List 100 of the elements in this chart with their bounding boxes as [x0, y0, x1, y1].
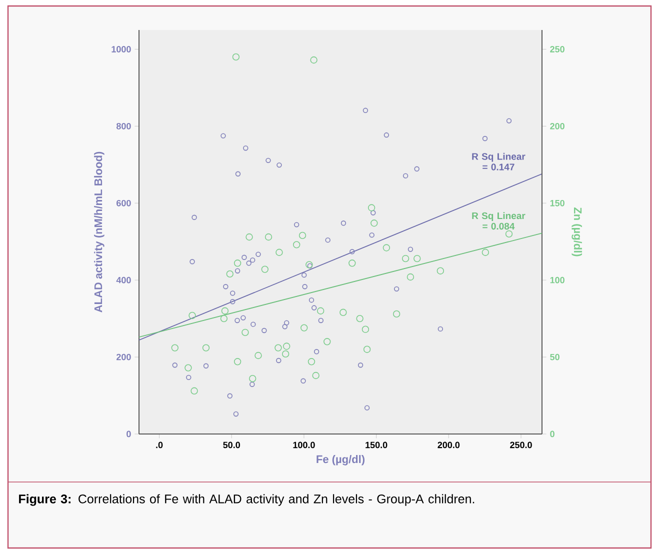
- point: [308, 297, 314, 303]
- point: [370, 210, 376, 216]
- x-tick-label: .0: [156, 442, 163, 448]
- y2-tick-label: 200: [550, 122, 564, 130]
- point: [243, 146, 248, 151]
- point: [506, 118, 512, 124]
- point: [362, 108, 368, 114]
- point: [235, 171, 241, 176]
- point: [364, 405, 370, 410]
- y-tick-label: 400: [116, 276, 131, 284]
- point: [292, 241, 300, 248]
- point: [300, 324, 308, 332]
- point: [234, 318, 240, 324]
- point: [382, 244, 390, 252]
- point: [310, 56, 318, 64]
- point: [312, 372, 320, 380]
- point: [250, 257, 256, 263]
- point: [188, 312, 196, 320]
- y2-axis-title: Zn (µg/dl): [572, 207, 582, 256]
- point: [414, 166, 420, 172]
- point: [250, 322, 256, 327]
- point: [223, 284, 228, 290]
- point: [220, 314, 228, 322]
- point: [294, 222, 300, 228]
- point: [230, 299, 236, 304]
- point: [369, 232, 374, 238]
- point: [284, 320, 290, 326]
- point: [221, 307, 229, 314]
- point: [311, 305, 317, 310]
- annotation: R Sq Linear = 0.084: [472, 212, 526, 230]
- point: [308, 358, 316, 366]
- point: [266, 158, 271, 164]
- point: [392, 310, 400, 318]
- point: [276, 358, 282, 364]
- point: [368, 204, 376, 212]
- point: [234, 268, 240, 274]
- point: [317, 307, 324, 314]
- point: [283, 342, 290, 350]
- point: [250, 382, 255, 387]
- point: [482, 136, 488, 142]
- point: [325, 237, 330, 243]
- point: [438, 326, 444, 332]
- point: [202, 344, 210, 352]
- y-tick-label: 600: [116, 200, 131, 206]
- y2-tick-label: 0: [550, 430, 554, 438]
- point: [340, 308, 347, 316]
- point: [233, 411, 239, 417]
- point: [232, 53, 240, 61]
- point: [402, 173, 408, 178]
- point: [234, 358, 242, 366]
- point: [482, 248, 490, 256]
- point: [242, 254, 247, 260]
- y2-tick-label: 100: [550, 276, 564, 284]
- point: [262, 328, 267, 334]
- point: [203, 363, 209, 368]
- point: [192, 214, 197, 220]
- point: [408, 246, 414, 252]
- x-tick-label: 250.0: [510, 442, 532, 448]
- point: [394, 286, 400, 292]
- point: [282, 350, 290, 358]
- point: [362, 326, 370, 333]
- point: [240, 315, 246, 320]
- point: [186, 374, 192, 380]
- point: [302, 272, 307, 278]
- x-tick-label: 150.0: [366, 442, 388, 448]
- point: [227, 393, 232, 398]
- point: [370, 220, 378, 227]
- text: Figure 3: Correlations of Fe with ALAD activity and Zn levels - Group-A children.: [19, 494, 474, 506]
- point: [340, 220, 346, 226]
- point: [249, 374, 256, 382]
- point: [246, 260, 252, 266]
- point: [363, 346, 371, 353]
- point: [190, 259, 195, 264]
- point: [350, 249, 355, 254]
- y2-tick-label: 250: [550, 46, 564, 52]
- x-tick-label: 200.0: [438, 442, 460, 448]
- point: [505, 230, 513, 238]
- point: [246, 233, 253, 241]
- point: [254, 352, 262, 360]
- annotation: R Sq Linear = 0.147: [472, 152, 526, 170]
- x-axis-title: Fe (µg/dl): [316, 455, 365, 466]
- point: [318, 318, 324, 324]
- y-axis-title: ALAD activity (nM/h/mL Blood): [94, 152, 104, 312]
- y-tick-label: 1000: [112, 46, 131, 52]
- y2-tick-label: 150: [550, 200, 564, 206]
- point: [171, 344, 178, 352]
- point: [402, 254, 410, 262]
- point: [261, 266, 268, 273]
- point: [190, 387, 198, 394]
- point: [302, 284, 308, 290]
- point: [298, 232, 306, 240]
- point: [276, 162, 282, 168]
- point: [234, 260, 242, 267]
- point: [256, 252, 261, 257]
- point: [314, 349, 320, 354]
- point: [324, 338, 331, 346]
- point: [384, 132, 390, 138]
- y-tick-label: 800: [116, 122, 131, 130]
- point: [406, 273, 414, 281]
- point: [226, 270, 234, 278]
